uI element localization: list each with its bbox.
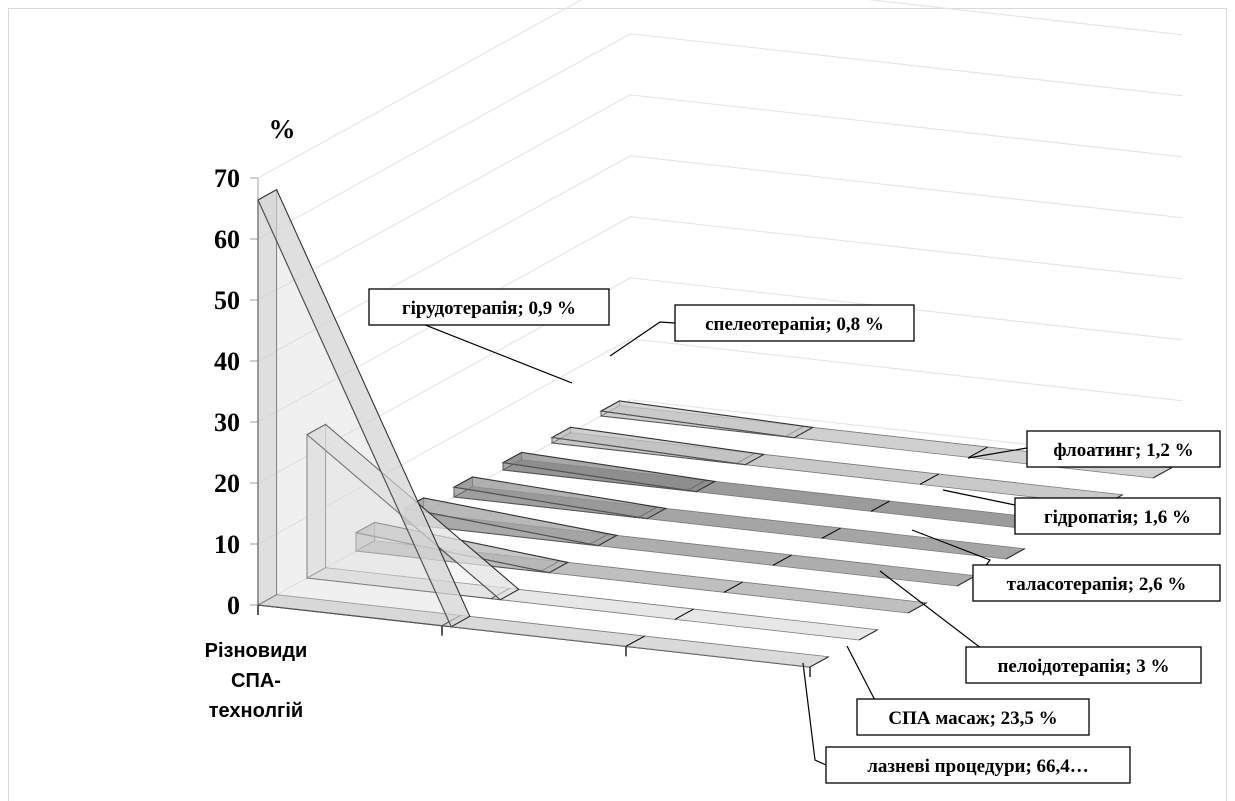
- series-2-separator: [723, 581, 743, 593]
- data-labels: лазневі процедури; 66,4… СПА масаж; 23,5 …: [368, 288, 1221, 784]
- x-axis-title-line: Різновиди: [205, 640, 308, 662]
- callout-box: [856, 698, 1090, 736]
- callout-box: [1014, 497, 1221, 535]
- x-axis-title-line: СПА-: [231, 670, 281, 692]
- axis-text: 0 10 20 30 40 50 60 70% Різновиди СПА-технолгій: [205, 114, 308, 722]
- y-tick-label: 30: [214, 408, 240, 437]
- y-axis-title: %: [269, 114, 296, 144]
- data-label: таласотерапія; 2,6 %: [1007, 574, 1187, 595]
- data-label: спелеотерапія; 0,8 %: [705, 314, 884, 335]
- y-tick-label: 0: [227, 591, 240, 620]
- series-4-peak-front: [453, 486, 648, 520]
- callout-box: [965, 646, 1202, 684]
- y-tick-label: 40: [214, 347, 240, 376]
- y-tick-label: 10: [214, 530, 240, 559]
- series-0-peak-front: [257, 199, 453, 628]
- series-4-end: [1005, 548, 1025, 560]
- callout-leader: [609, 321, 676, 357]
- data-label: флоатинг; 1,2 %: [1053, 440, 1193, 461]
- callout-box: [674, 304, 915, 342]
- gridline: [257, 216, 1183, 423]
- series-1-end: [858, 629, 878, 641]
- series-layer: [256, 188, 1173, 668]
- y-tick-label: 50: [214, 286, 240, 315]
- data-label: гідропатія; 1,6 %: [1044, 507, 1191, 528]
- series-5-separator: [870, 500, 890, 512]
- gridline: [257, 0, 1183, 179]
- data-label: лазневі процедури; 66,4…: [867, 756, 1089, 777]
- y-tick-label: 20: [214, 469, 240, 498]
- callout-leader: [802, 662, 827, 766]
- callout-box: [1026, 430, 1221, 468]
- callout-box: [972, 564, 1221, 602]
- data-label: гірудотерапія; 0,9 %: [402, 298, 576, 319]
- series-7-peak-front: [600, 410, 795, 439]
- gridline: [257, 33, 1183, 240]
- series-6-peak-front: [551, 436, 746, 466]
- chart-frame: [8, 8, 1227, 801]
- gridline: [257, 277, 1183, 484]
- callout-box: [825, 746, 1131, 784]
- gridline: [257, 94, 1183, 301]
- series-7-separator: [968, 446, 988, 458]
- series-3-separator: [772, 554, 792, 566]
- y-tick-label: 70: [214, 164, 240, 193]
- series-4-separator: [821, 527, 841, 539]
- series-6-separator: [919, 473, 939, 485]
- y-tick-label: 60: [214, 225, 240, 254]
- series-7-end: [1152, 467, 1172, 479]
- data-label: СПА масаж; 23,5 %: [888, 708, 1057, 729]
- series-0-separator: [625, 635, 645, 647]
- callout-box: [368, 288, 610, 326]
- x-axis-title-line: технолгій: [209, 700, 303, 722]
- data-label: пелоідотерапія; 3 %: [997, 656, 1169, 677]
- series-5-peak-front: [502, 462, 697, 493]
- series-0-end: [809, 656, 829, 668]
- series-1-separator: [674, 608, 694, 620]
